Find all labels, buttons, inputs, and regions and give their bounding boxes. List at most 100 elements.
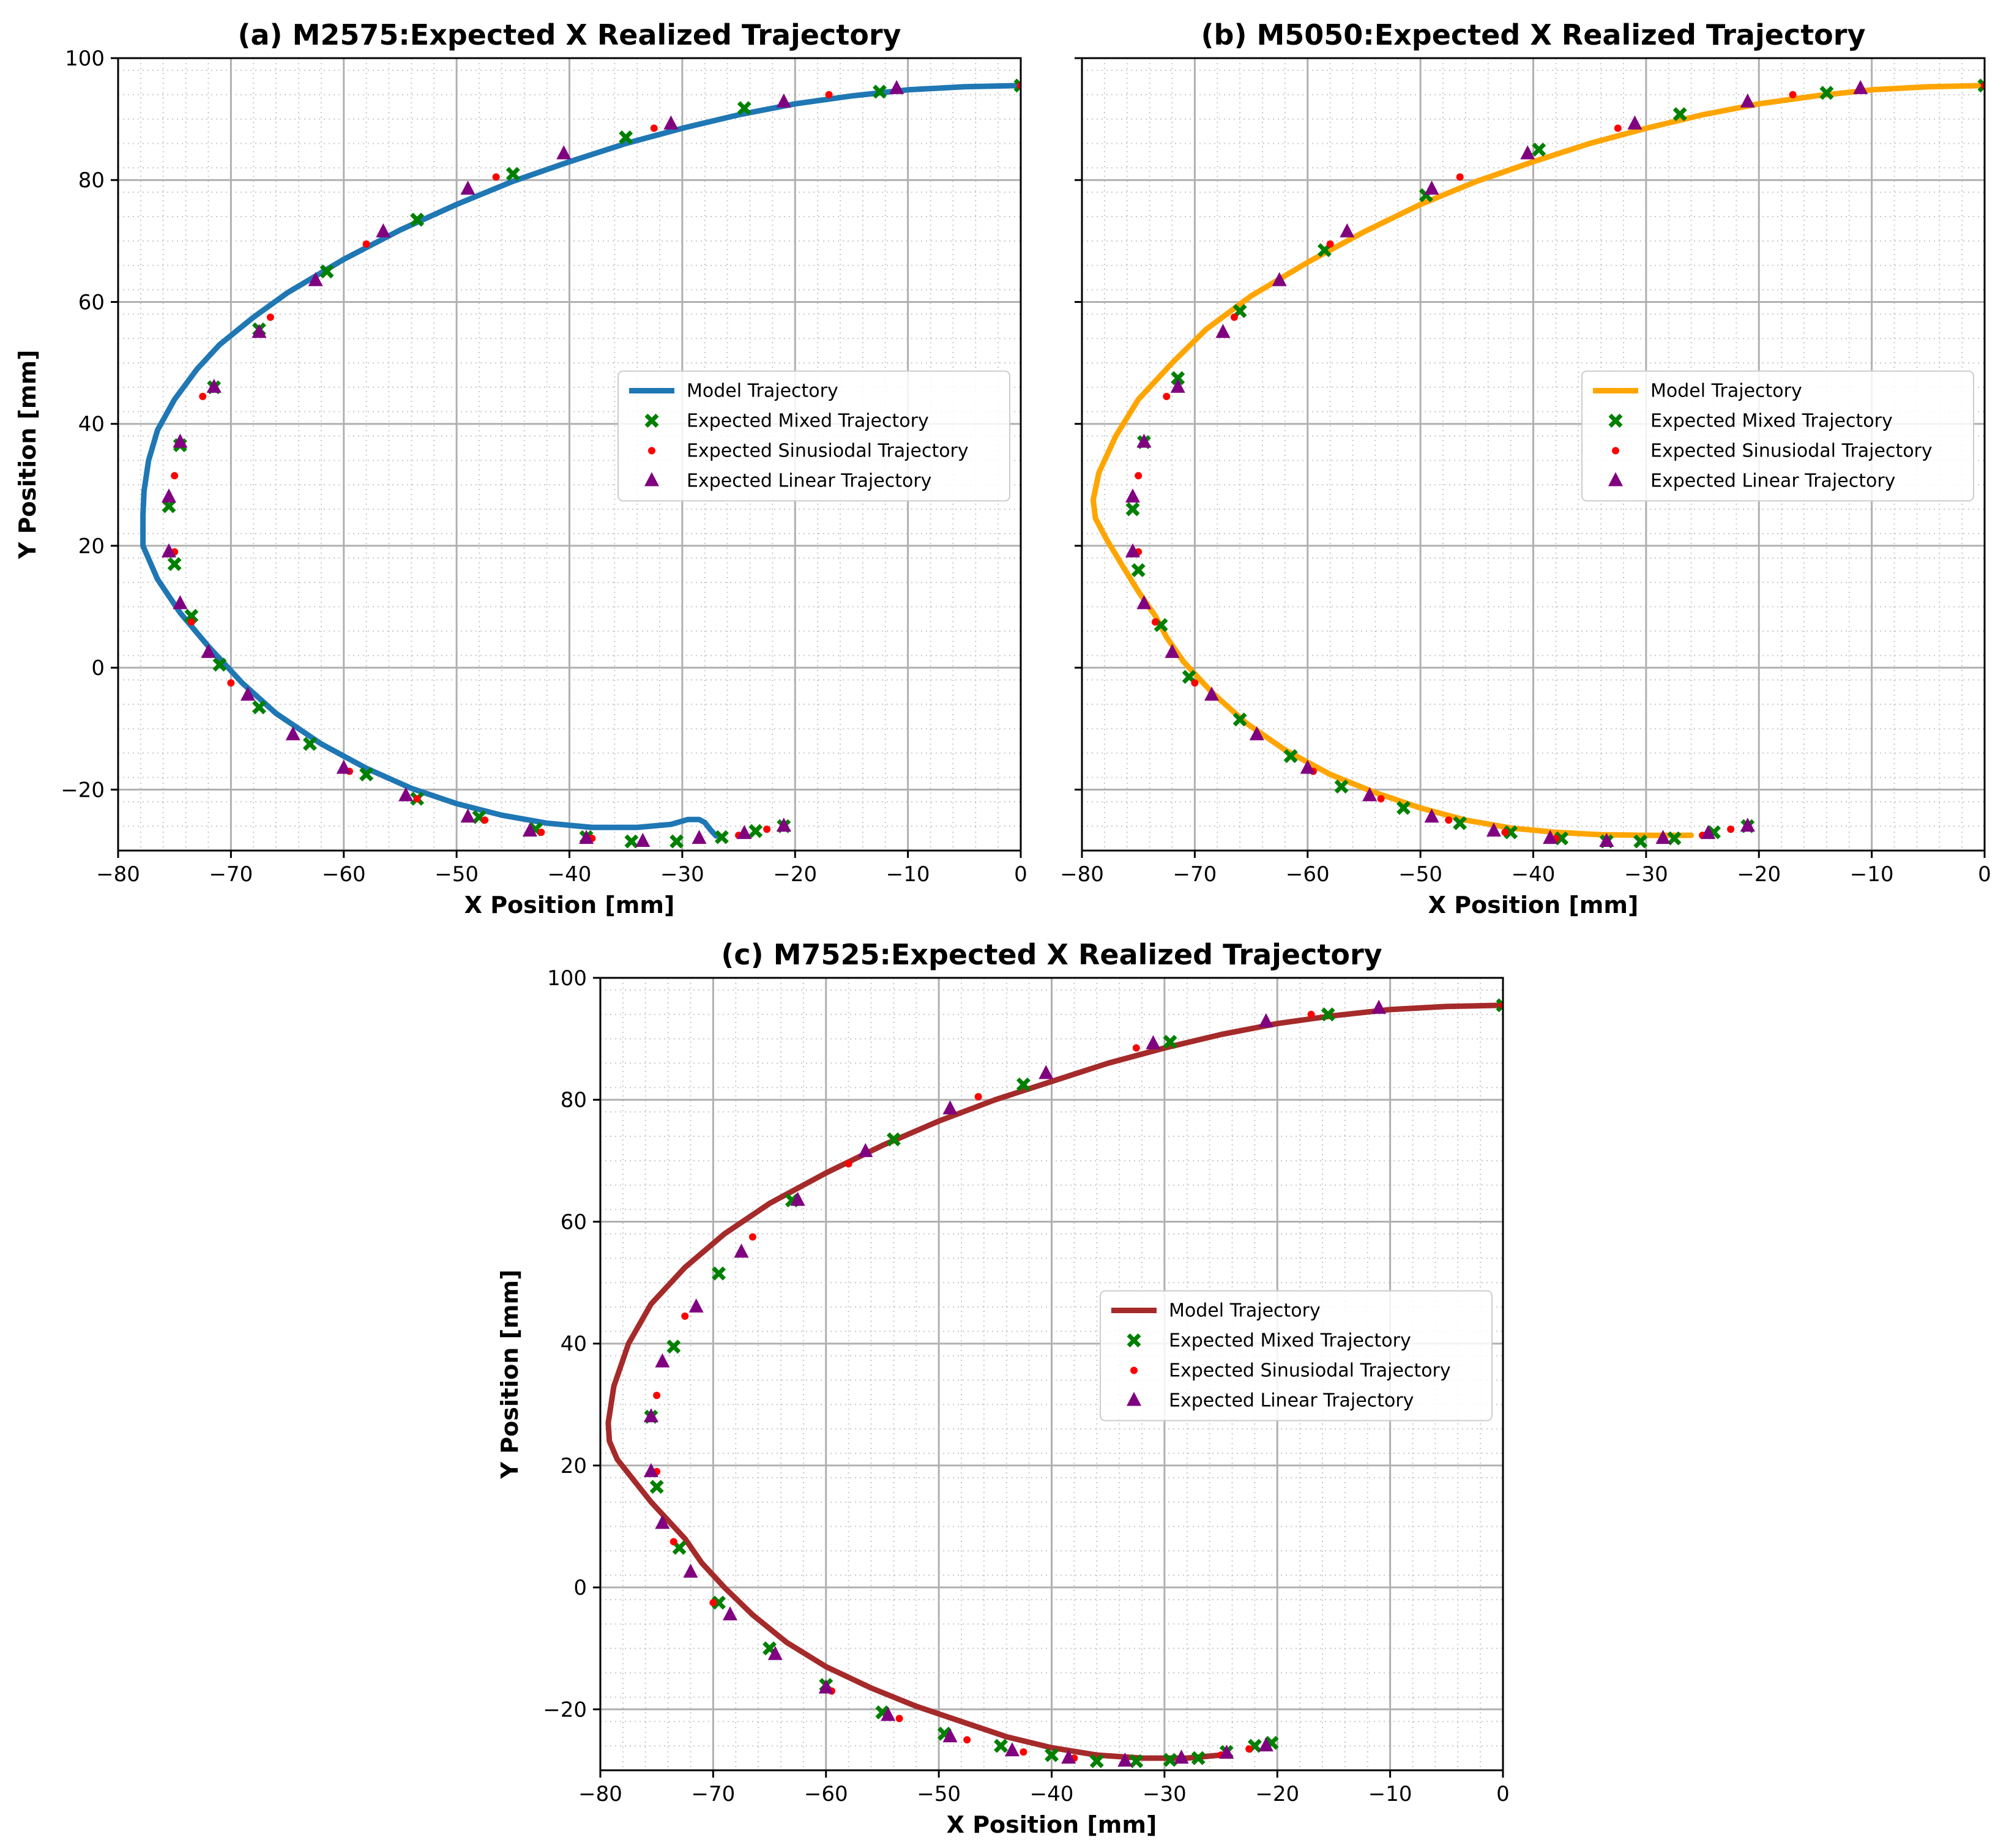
linear-trajectory-point [818,1679,833,1694]
linear-trajectory-point [1174,1749,1189,1764]
legend-label: Expected Mixed Trajectory [687,411,929,432]
y-tick-label: 60 [561,1210,587,1234]
x-tick-label: −20 [773,862,817,887]
panel-a: −80 −70 −60 −50 −40 −30 −20 −10 0 −20 0 20 40 60 80 100… [14,18,1027,918]
x-tick-label: −60 [804,1782,848,1806]
y-axis-label: Y Position [mm] [14,350,41,560]
sinusoidal-trajectory-point [171,472,179,480]
linear-trajectory-point [889,80,904,94]
linear-trajectory-point [881,1707,896,1721]
linear-trajectory-point [1486,822,1501,837]
legend-sinusoidal-swatch [1130,1366,1138,1374]
sinusoidal-trajectory-point [709,1599,717,1607]
linear-trajectory-point [1627,115,1642,130]
linear-trajectory-point [376,223,391,237]
linear-trajectory-point [942,1728,958,1743]
linear-trajectory-point [1004,1742,1020,1757]
mixed-trajectory-point [252,700,266,715]
linear-trajectory-point [1362,787,1378,802]
sinusoidal-trajectory-point [1326,240,1334,248]
linear-trajectory-point [398,787,414,802]
linear-trajectory-point [790,1191,805,1206]
linear-trajectory-point [336,759,351,774]
mixed-trajectory-point [1016,1077,1031,1092]
linear-trajectory-point [1204,686,1220,701]
sinusoidal-trajectory-point [1132,1044,1140,1052]
y-tick-label: 100 [65,47,105,71]
mixed-trajectory-point [167,557,182,572]
linear-trajectory-point [776,93,791,108]
legend-mixed-swatch [644,414,659,428]
linear-trajectory-point [1543,830,1558,844]
y-tick-label: 40 [561,1332,587,1357]
linear-trajectory-point [692,830,707,844]
mixed-trajectory-point [712,1266,726,1281]
linear-trajectory-point [1258,1013,1273,1027]
mixed-trajectory-point [1667,831,1682,846]
mixed-trajectory-point [1013,78,1021,93]
sinusoidal-trajectory-point [481,816,489,824]
sinusoidal-trajectory-point [845,1160,852,1168]
data-layer [605,998,1503,1768]
mixed-trajectory-point [649,1480,664,1494]
sinusoidal-trajectory-point [1307,1010,1315,1018]
y-tick-label: −20 [61,778,105,802]
mixed-trajectory-point [1334,779,1349,794]
x-tick-label: −10 [1368,1782,1412,1806]
mixed-trajectory-point [410,212,425,227]
mixed-trajectory-point [619,130,633,144]
linear-trajectory-point [201,644,216,658]
x-tick-label: −10 [1850,862,1894,887]
mixed-trajectory-point [737,101,751,116]
linear-trajectory-point [655,1353,670,1368]
linear-trajectory-point [206,378,222,393]
sinusoidal-trajectory-point [1789,91,1797,99]
mixed-trajectory-point [1532,142,1546,157]
sinusoidal-trajectory-point [537,829,545,836]
legend-label: Expected Sinusiodal Trajectory [1169,1360,1451,1382]
linear-trajectory-point [1125,488,1140,503]
linear-trajectory-point [1061,1749,1076,1764]
sinusoidal-trajectory-point [413,795,421,803]
mixed-trajectory-point [624,834,639,849]
y-tick-label: 80 [561,1088,587,1112]
x-tick-label: −10 [886,862,930,887]
model-trajectory-line [140,83,1021,839]
x-tick-label: −80 [578,1782,622,1806]
x-tick-label: −70 [691,1782,735,1806]
mixed-trajectory-point [1232,712,1247,727]
x-tick-label: 0 [1496,1782,1510,1806]
linear-trajectory-point [1655,830,1671,844]
linear-trajectory-point [635,833,651,848]
mixed-trajectory-point [1283,749,1298,764]
data-layer [1090,78,1985,849]
legend-box [1100,1290,1493,1421]
linear-trajectory-point [1599,833,1614,848]
linear-trajectory-point [1853,80,1868,94]
mixed-trajectory-point [1131,563,1146,578]
x-tick-label: −30 [1143,1782,1187,1806]
sinusoidal-trajectory-point [1151,618,1159,626]
chart-title: (a) M2575:Expected X Realized Trajectory [237,18,901,51]
x-tick-label: −80 [1060,862,1104,887]
linear-trajectory-point [1424,808,1439,823]
x-tick-label: −70 [209,862,253,887]
mixed-trajectory-point [505,166,520,181]
legend-mixed-swatch [1127,1333,1141,1347]
x-tick-label: −30 [1624,862,1668,887]
panel-c: −80 −70 −60 −50 −40 −30 −20 −10 0 −20 0 20 40 60 80 100… [496,938,1510,1838]
x-axis-label: X Position [mm] [947,1811,1157,1838]
y-tick-label: 60 [78,290,105,315]
sinusoidal-trajectory-point [974,1093,982,1101]
linear-trajectory-point [1340,223,1355,237]
linear-trajectory-point [1117,1753,1133,1767]
linear-trajectory-point [1136,595,1152,609]
legend-label: Model Trajectory [687,381,838,402]
y-tick-label: 0 [91,656,105,680]
linear-trajectory-point [1520,145,1535,160]
y-tick-label: 20 [78,534,105,559]
sinusoidal-trajectory-point [895,1715,903,1723]
mixed-trajectory-point [1163,1753,1177,1767]
x-tick-label: 0 [1978,862,1991,887]
